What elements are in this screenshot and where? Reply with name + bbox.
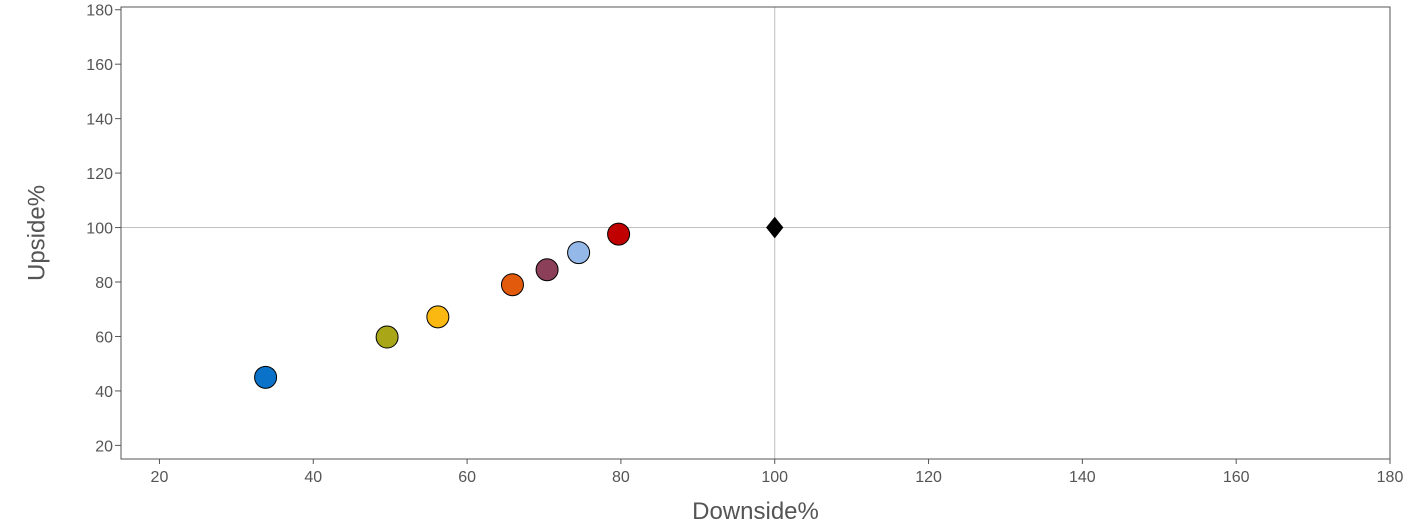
y-tick-label: 80 xyxy=(95,275,113,292)
y-tick-label: 140 xyxy=(86,112,113,129)
plot-area-border xyxy=(120,6,1391,460)
y-tick-label: 180 xyxy=(86,3,113,20)
data-point xyxy=(500,273,524,297)
data-point xyxy=(426,305,450,329)
y-axis-title: Upside% xyxy=(23,185,50,281)
x-tick-label: 100 xyxy=(761,469,788,486)
benchmark-diamond-marker xyxy=(766,216,784,239)
x-tick-label: 160 xyxy=(1223,469,1250,486)
y-axis: 20 40 60 80 100 120 140 160 180 xyxy=(86,3,121,455)
x-tick-label: 80 xyxy=(612,469,630,486)
x-tick-label: 40 xyxy=(304,469,322,486)
x-axis-title: Downside% xyxy=(692,498,819,525)
data-point xyxy=(535,258,559,282)
y-tick-label: 160 xyxy=(86,57,113,74)
y-tick-label: 120 xyxy=(86,166,113,183)
y-tick-label: 60 xyxy=(95,329,113,346)
reference-lines xyxy=(121,7,1390,459)
x-tick-label: 140 xyxy=(1069,469,1096,486)
data-point xyxy=(607,222,631,246)
x-tick-label: 60 xyxy=(458,469,476,486)
data-point xyxy=(254,365,278,389)
y-tick-label: 40 xyxy=(95,384,113,401)
y-tick-label: 20 xyxy=(95,438,113,455)
x-tick-label: 180 xyxy=(1377,469,1404,486)
x-tick-label: 20 xyxy=(151,469,169,486)
x-tick-label: 120 xyxy=(915,469,942,486)
data-point xyxy=(567,241,591,265)
data-points xyxy=(254,216,784,389)
y-tick-label: 100 xyxy=(86,221,113,238)
x-axis: 20 40 60 80 100 120 140 160 180 xyxy=(151,459,1404,486)
data-point xyxy=(375,325,399,349)
